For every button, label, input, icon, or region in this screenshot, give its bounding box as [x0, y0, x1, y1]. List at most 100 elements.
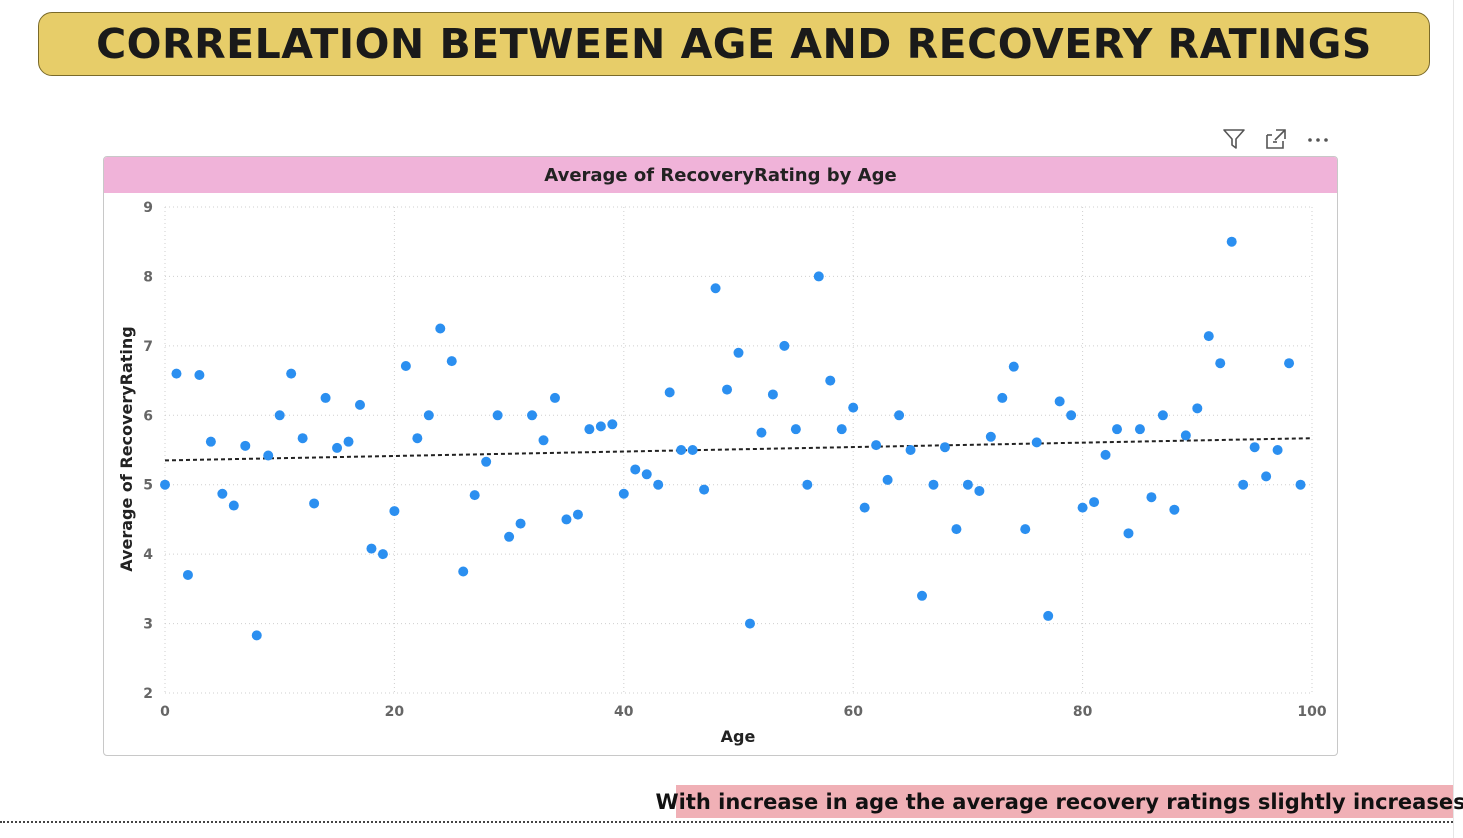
data-point[interactable]: [962, 479, 973, 490]
data-point[interactable]: [1089, 497, 1100, 508]
data-point[interactable]: [469, 490, 480, 501]
data-point[interactable]: [377, 549, 388, 560]
scatter-chart-visual[interactable]: Average of RecoveryRating by Age 2 3 4 5 6 7 8…: [103, 156, 1338, 756]
data-point[interactable]: [710, 283, 721, 294]
data-point[interactable]: [309, 498, 320, 509]
data-point[interactable]: [1203, 331, 1214, 342]
data-point[interactable]: [744, 618, 755, 629]
data-point[interactable]: [928, 479, 939, 490]
data-point[interactable]: [997, 392, 1008, 403]
data-point[interactable]: [205, 436, 216, 447]
data-point[interactable]: [1180, 430, 1191, 441]
data-point[interactable]: [871, 440, 882, 451]
data-point[interactable]: [1008, 361, 1019, 372]
data-point[interactable]: [263, 450, 274, 461]
data-point[interactable]: [1157, 410, 1168, 421]
data-point[interactable]: [343, 436, 354, 447]
data-point[interactable]: [561, 514, 572, 525]
data-point[interactable]: [664, 387, 675, 398]
data-point[interactable]: [1077, 502, 1088, 513]
filter-icon[interactable]: [1220, 126, 1248, 152]
data-point[interactable]: [1043, 610, 1054, 621]
data-point[interactable]: [595, 421, 606, 432]
data-point[interactable]: [790, 424, 801, 435]
data-point[interactable]: [389, 506, 400, 517]
data-point[interactable]: [802, 479, 813, 490]
data-point[interactable]: [446, 356, 457, 367]
data-point[interactable]: [607, 419, 618, 430]
data-point[interactable]: [1031, 437, 1042, 448]
data-point[interactable]: [1020, 524, 1031, 535]
data-point[interactable]: [1249, 442, 1260, 453]
data-point[interactable]: [848, 402, 859, 413]
data-point[interactable]: [1226, 236, 1237, 247]
data-point[interactable]: [905, 445, 916, 455]
data-point[interactable]: [527, 410, 538, 421]
data-point[interactable]: [779, 340, 790, 351]
data-point[interactable]: [320, 392, 331, 403]
data-point[interactable]: [240, 440, 251, 451]
data-point[interactable]: [217, 488, 228, 499]
data-point[interactable]: [1123, 528, 1134, 539]
data-point[interactable]: [572, 509, 583, 520]
data-point[interactable]: [1100, 449, 1111, 460]
data-point[interactable]: [641, 469, 652, 480]
data-point[interactable]: [1261, 471, 1272, 482]
data-point[interactable]: [538, 435, 549, 446]
data-point[interactable]: [767, 389, 778, 400]
data-point[interactable]: [653, 479, 664, 490]
data-point[interactable]: [228, 500, 239, 511]
data-point[interactable]: [332, 442, 343, 453]
more-options-icon[interactable]: [1304, 126, 1332, 152]
data-point[interactable]: [549, 392, 560, 403]
data-point[interactable]: [699, 484, 710, 495]
data-point[interactable]: [1295, 479, 1306, 490]
data-point[interactable]: [1272, 445, 1283, 455]
data-point[interactable]: [1284, 358, 1295, 369]
data-point[interactable]: [286, 368, 297, 379]
data-point[interactable]: [435, 323, 446, 334]
data-point[interactable]: [1238, 479, 1249, 490]
data-point[interactable]: [412, 433, 423, 444]
data-point[interactable]: [366, 543, 377, 554]
data-point[interactable]: [951, 524, 962, 535]
data-point[interactable]: [630, 464, 641, 475]
data-point[interactable]: [722, 384, 733, 395]
data-point[interactable]: [836, 424, 847, 435]
data-point[interactable]: [458, 566, 469, 577]
data-point[interactable]: [423, 410, 434, 421]
data-point[interactable]: [985, 431, 996, 442]
data-point[interactable]: [618, 488, 629, 499]
data-point[interactable]: [1112, 424, 1123, 435]
data-point[interactable]: [813, 271, 824, 282]
data-point[interactable]: [1146, 492, 1157, 503]
data-point[interactable]: [584, 424, 595, 435]
data-point[interactable]: [1066, 410, 1077, 421]
focus-mode-icon[interactable]: [1262, 126, 1290, 152]
data-point[interactable]: [194, 370, 205, 381]
data-point[interactable]: [756, 427, 767, 438]
data-point[interactable]: [297, 433, 308, 444]
data-point[interactable]: [974, 485, 985, 496]
data-point[interactable]: [917, 590, 928, 601]
data-point[interactable]: [274, 410, 285, 421]
data-point[interactable]: [171, 368, 182, 379]
data-point[interactable]: [676, 445, 687, 455]
data-point[interactable]: [354, 399, 365, 410]
data-point[interactable]: [1054, 396, 1065, 407]
data-point[interactable]: [1192, 403, 1203, 414]
data-point[interactable]: [733, 347, 744, 358]
data-point[interactable]: [859, 502, 870, 513]
data-point[interactable]: [481, 456, 492, 467]
data-point[interactable]: [251, 630, 262, 641]
data-point[interactable]: [515, 518, 526, 529]
data-point[interactable]: [492, 410, 503, 421]
data-point[interactable]: [882, 474, 893, 485]
data-point[interactable]: [160, 479, 170, 490]
data-point[interactable]: [825, 375, 836, 386]
data-point[interactable]: [182, 569, 193, 580]
data-point[interactable]: [504, 531, 515, 542]
data-point[interactable]: [687, 445, 698, 455]
data-point[interactable]: [1215, 358, 1226, 369]
data-point[interactable]: [894, 410, 905, 421]
